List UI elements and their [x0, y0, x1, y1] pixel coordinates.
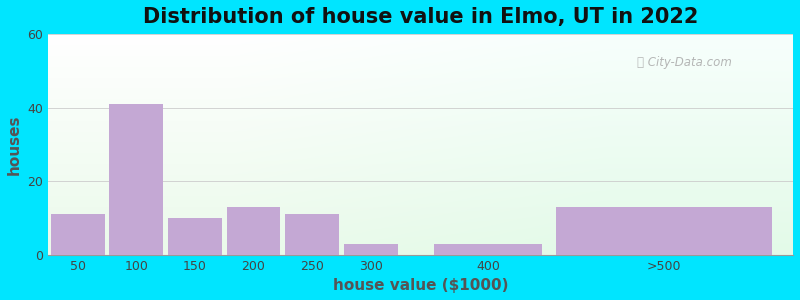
- Bar: [434, 244, 542, 255]
- Bar: [110, 104, 163, 255]
- Bar: [556, 207, 772, 255]
- Bar: [226, 207, 281, 255]
- Bar: [285, 214, 339, 255]
- Bar: [168, 218, 222, 255]
- Y-axis label: houses: houses: [7, 114, 22, 175]
- Text: ⓘ City-Data.com: ⓘ City-Data.com: [637, 56, 731, 69]
- Title: Distribution of house value in Elmo, UT in 2022: Distribution of house value in Elmo, UT …: [143, 7, 698, 27]
- Bar: [344, 244, 398, 255]
- Bar: [50, 214, 105, 255]
- X-axis label: house value ($1000): house value ($1000): [333, 278, 508, 293]
